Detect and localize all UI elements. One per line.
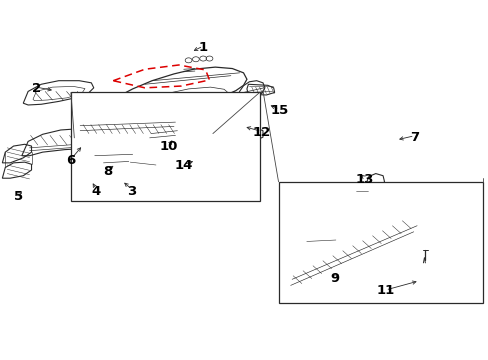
- Text: 1: 1: [198, 41, 207, 54]
- Text: 15: 15: [270, 104, 288, 117]
- Polygon shape: [165, 144, 190, 163]
- Polygon shape: [146, 125, 180, 145]
- Polygon shape: [302, 234, 337, 257]
- Text: 11: 11: [376, 284, 394, 297]
- Text: 9: 9: [329, 272, 338, 285]
- Text: 4: 4: [91, 185, 101, 198]
- Text: 14: 14: [174, 159, 192, 172]
- Polygon shape: [177, 160, 203, 178]
- Bar: [71, 93, 259, 202]
- Text: 2: 2: [32, 82, 41, 95]
- Polygon shape: [366, 174, 384, 187]
- Text: 10: 10: [160, 140, 178, 153]
- Polygon shape: [122, 159, 157, 171]
- Polygon shape: [351, 187, 371, 202]
- Polygon shape: [248, 128, 263, 140]
- Polygon shape: [325, 245, 357, 269]
- Polygon shape: [284, 216, 420, 296]
- Text: 8: 8: [103, 165, 113, 177]
- Text: 6: 6: [66, 154, 75, 167]
- Polygon shape: [418, 260, 431, 284]
- Polygon shape: [344, 259, 369, 281]
- Text: 7: 7: [409, 131, 418, 144]
- Text: 13: 13: [355, 173, 373, 186]
- Bar: [278, 182, 482, 303]
- Text: 5: 5: [14, 190, 23, 203]
- Polygon shape: [77, 118, 179, 145]
- Polygon shape: [228, 120, 248, 134]
- Text: 12: 12: [252, 126, 270, 139]
- Polygon shape: [91, 148, 135, 168]
- Text: 3: 3: [127, 185, 136, 198]
